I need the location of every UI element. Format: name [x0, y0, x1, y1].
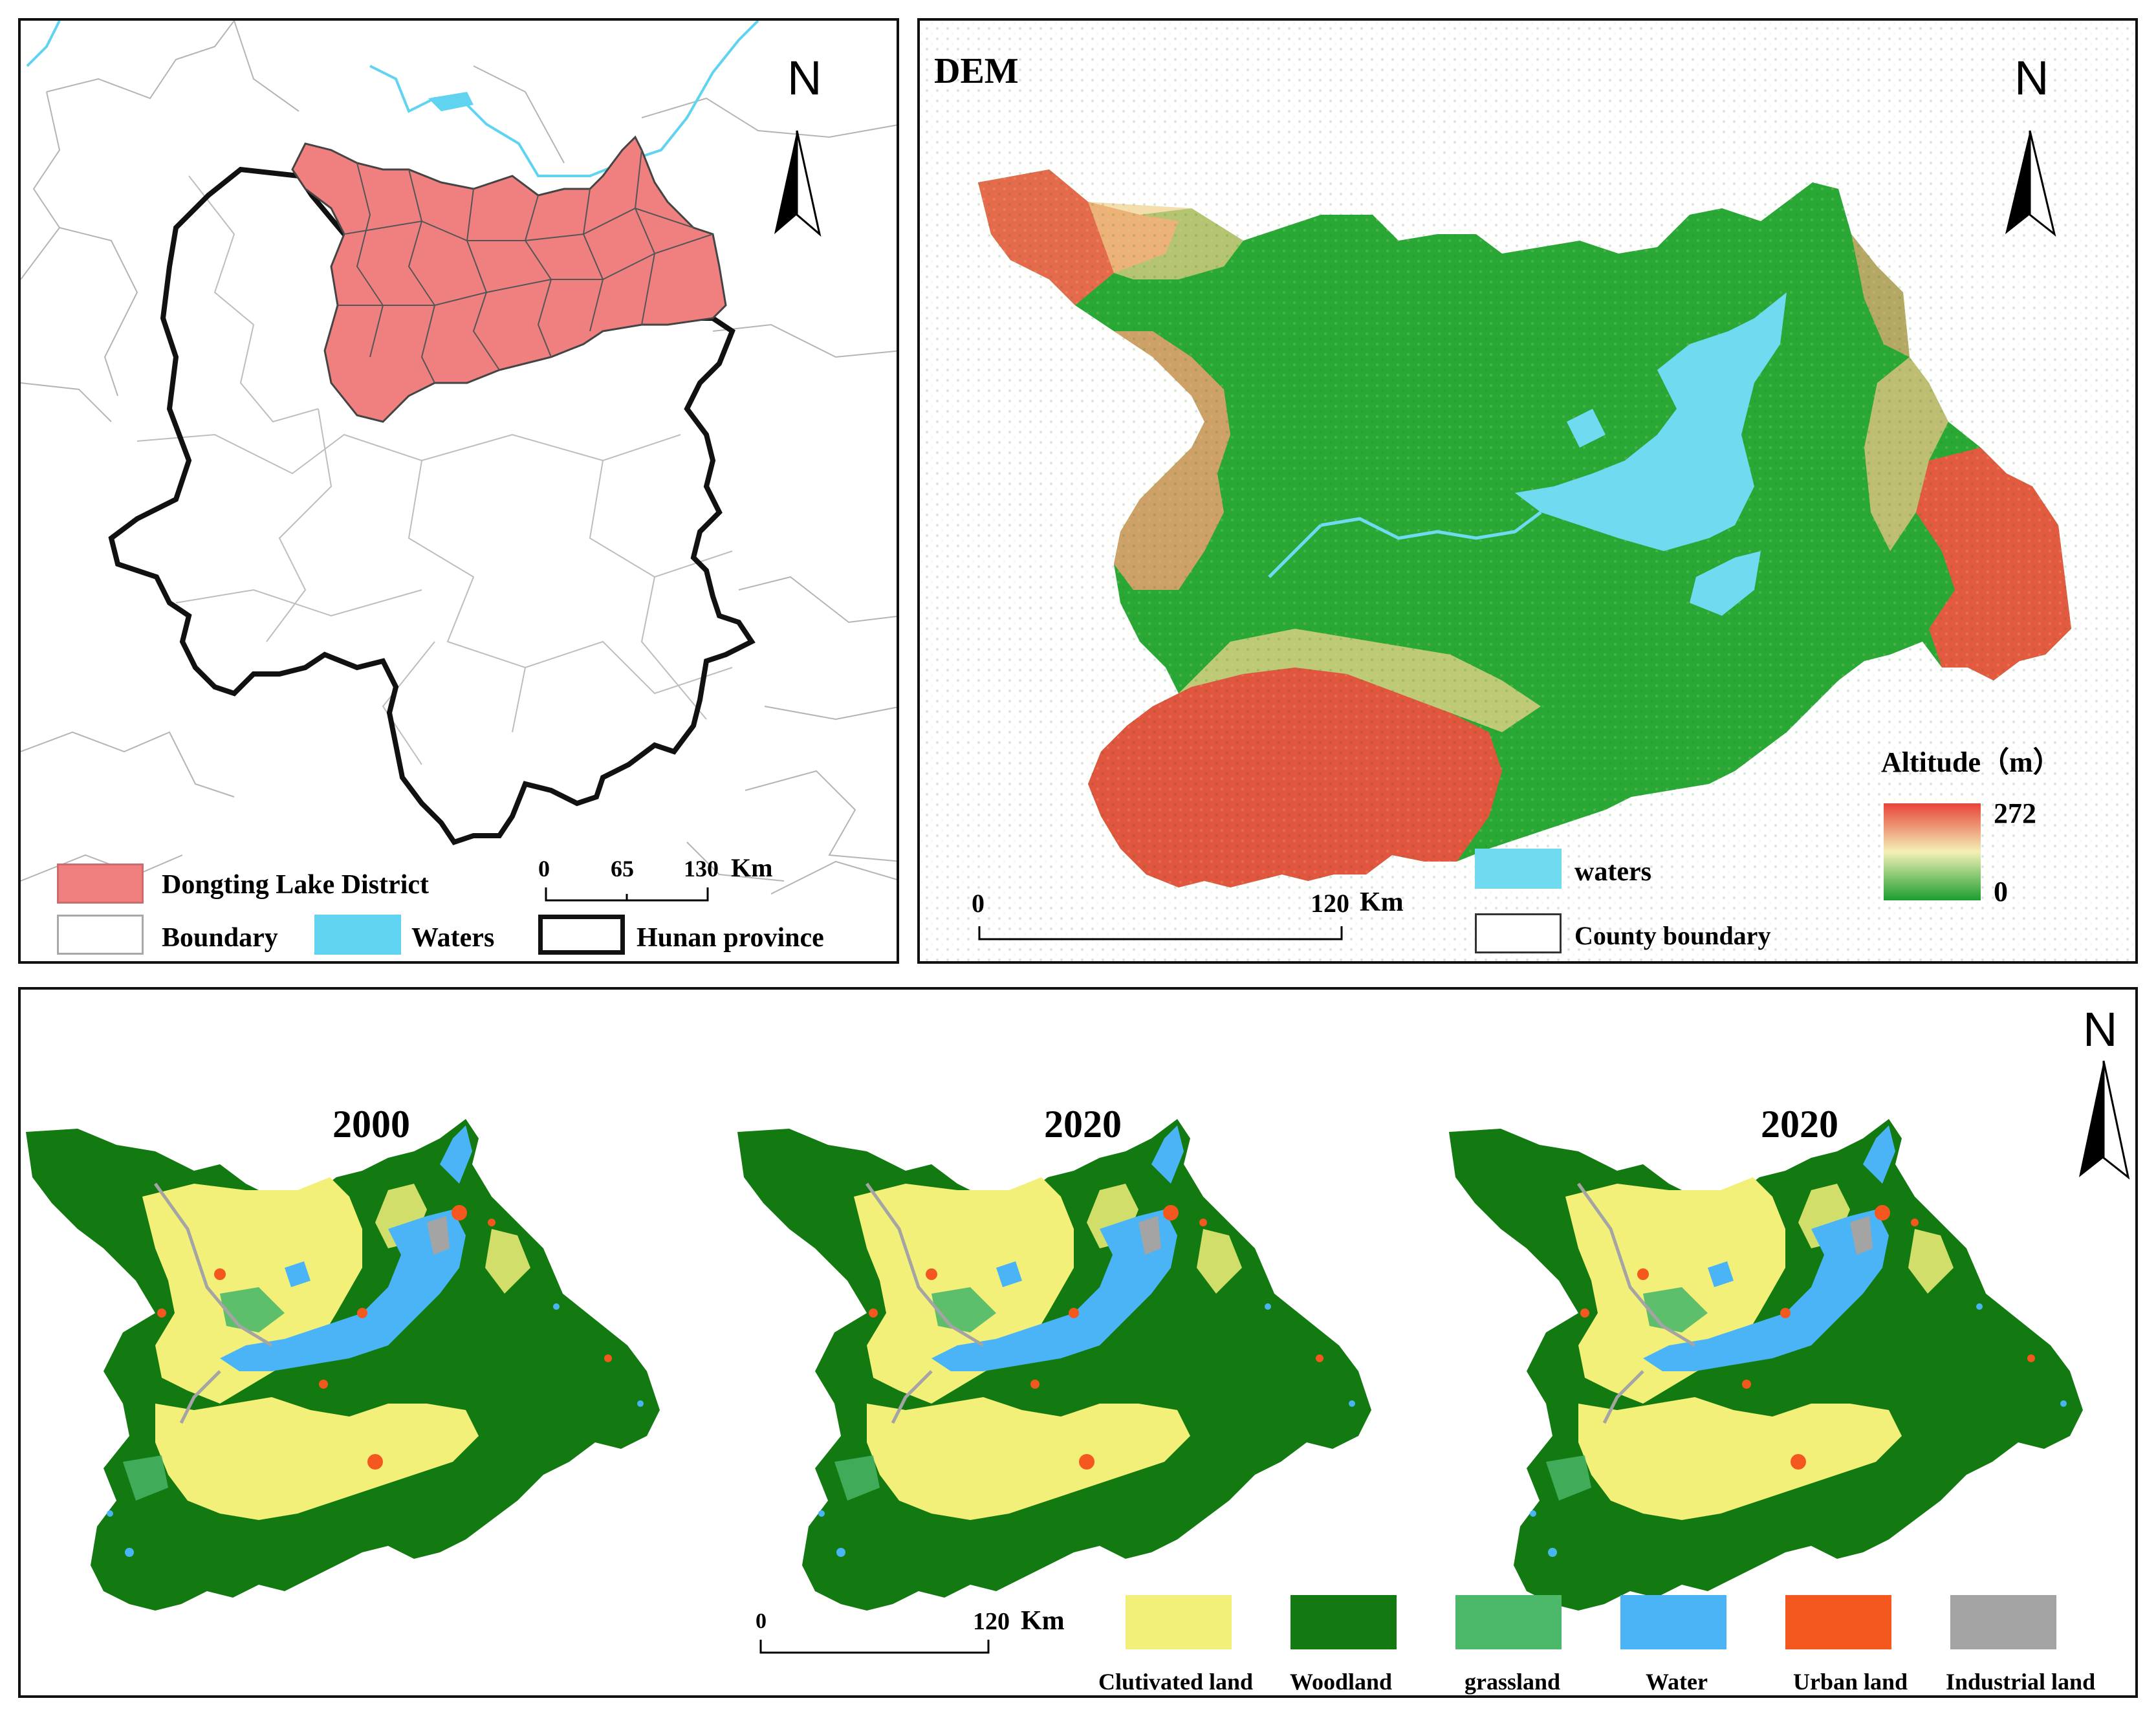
scale-tick-120: 120: [1311, 889, 1349, 918]
map-year-2020-a: 2020: [1044, 1103, 1122, 1146]
dongting-county-lines: [338, 149, 713, 384]
legend-label-boundary: Boundary: [162, 923, 278, 953]
landuse-map-2020-a: [737, 1119, 1371, 1611]
scale-bar-c: [759, 1640, 990, 1654]
scale-unit: Km: [731, 853, 773, 882]
scale-unit: Km: [1360, 887, 1404, 917]
scale-tick-120: 120: [973, 1608, 1010, 1635]
altitude-title: Altitude（m）: [1881, 746, 2062, 778]
legend-swatch-waters: [314, 915, 401, 955]
prefecture-boundaries: [136, 175, 733, 765]
dem-map: [920, 21, 2135, 961]
legend-label-water: Water: [1646, 1669, 1708, 1695]
dem-waters: [1515, 292, 1787, 616]
scale-tick-130: 130: [684, 856, 719, 882]
legend-swatch-water: [1620, 1595, 1726, 1649]
dem-rivers: [1268, 511, 1542, 578]
scale-bar-b: [978, 926, 1343, 940]
scale-bar-a: [545, 887, 709, 902]
legend-swatch-boundary: [57, 915, 144, 955]
location-map-panel: N 0 65 130 Km Dongting Lake District Bou…: [18, 18, 899, 964]
altitude-max: 272: [1994, 798, 2036, 829]
legend-swatch-grassland: [1455, 1595, 1562, 1649]
north-arrow-icon: [774, 130, 822, 237]
legend-label-waters: Waters: [411, 923, 495, 953]
dem-panel: DEM N Altitude（m） 272 0 waters County bo…: [917, 18, 2138, 964]
rivers: [26, 21, 759, 177]
north-arrow-icon: [2005, 130, 2056, 237]
legend-label-waters: waters: [1574, 857, 1651, 887]
north-label: N: [787, 51, 822, 105]
legend-label-woodland: Woodland: [1290, 1669, 1393, 1695]
legend-swatch-woodland: [1290, 1595, 1397, 1649]
legend-swatch-hunan: [538, 915, 625, 955]
dem-title: DEM: [934, 51, 1019, 91]
landuse-panel: 2000 2020 2020 N 0 120 Km Clutivated lan…: [18, 987, 2138, 1698]
legend-label-dongting: Dongting Lake District: [162, 870, 429, 900]
legend-swatch-urban: [1785, 1595, 1891, 1649]
legend-label-county: County boundary: [1574, 921, 1771, 950]
map-year-2020-b: 2020: [1761, 1103, 1838, 1146]
scale-tick-0: 0: [972, 889, 985, 918]
scale-unit: Km: [1021, 1606, 1065, 1636]
legend-label-hunan: Hunan province: [637, 923, 824, 953]
dongting-region: [291, 135, 727, 423]
hunan-outline: [108, 166, 756, 845]
neighbor-boundaries: [21, 21, 897, 895]
legend-swatch-waters: [1475, 849, 1562, 889]
landuse-map-2000: [26, 1119, 660, 1611]
map-year-2000: 2000: [332, 1103, 410, 1146]
legend-label-urban: Urban land: [1793, 1669, 1908, 1695]
legend-label-cultivated: Clutivated land: [1098, 1669, 1254, 1695]
north-label: N: [2083, 1003, 2118, 1056]
north-label: N: [2014, 51, 2049, 105]
landuse-maps: [21, 1060, 2130, 1654]
legend-label-industrial: Industrial land: [1946, 1669, 2096, 1695]
north-arrow-icon: [2079, 1060, 2130, 1180]
legend-swatch-county: [1475, 913, 1562, 953]
legend-swatch-industrial: [1950, 1595, 2056, 1649]
landuse-map-2020-b: [1449, 1119, 2083, 1611]
legend-swatch-cultivated: [1126, 1595, 1232, 1649]
lake-patch: [428, 92, 474, 111]
legend-swatch-dongting: [57, 863, 144, 904]
altitude-ramp: [1884, 803, 1981, 900]
altitude-min: 0: [1994, 876, 2008, 907]
location-map: [21, 21, 897, 902]
scale-tick-0: 0: [756, 1609, 767, 1633]
scale-tick-0: 0: [538, 856, 550, 882]
legend-label-grassland: grassland: [1465, 1669, 1561, 1695]
scale-tick-65: 65: [611, 856, 634, 882]
